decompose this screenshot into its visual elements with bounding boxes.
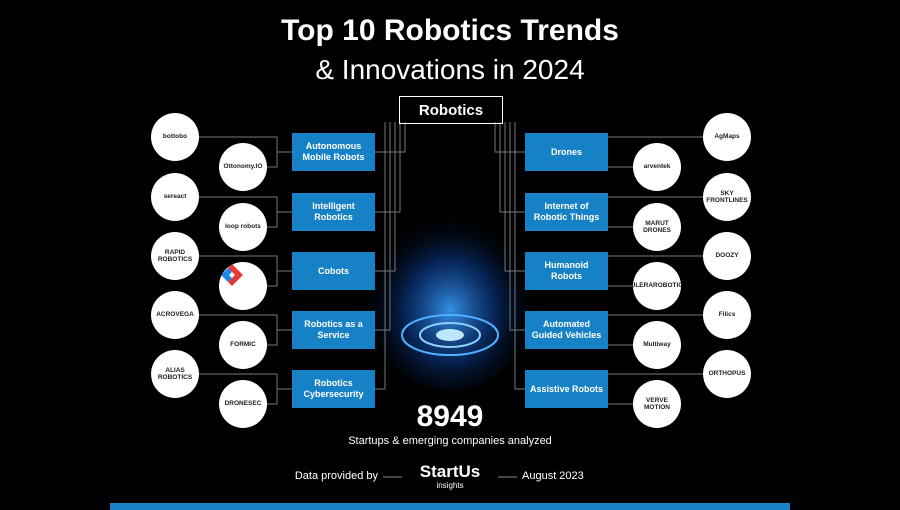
connector (175, 196, 292, 213)
startup-logo: MARUT DRONES (633, 203, 681, 251)
connector (175, 373, 292, 390)
connector (175, 314, 292, 331)
trend-box: Robotics Cybersecurity (292, 370, 375, 408)
connector (514, 122, 525, 390)
center-label: Robotics (399, 96, 503, 124)
glow-core (436, 329, 464, 341)
bottom-bar (110, 503, 790, 510)
startup-logo: VERVE MOTION (633, 380, 681, 428)
connector (509, 122, 525, 331)
startup-logo: AgMaps (703, 113, 751, 161)
footer-provided: Data provided by (294, 470, 378, 482)
glow-ring (419, 322, 481, 348)
center-glow (360, 190, 540, 390)
startup-logo: SKY FRONTLINES (703, 173, 751, 221)
startup-logo: Ottonomy.IO (219, 143, 267, 191)
connector (375, 122, 386, 390)
trend-box: Autonomous Mobile Robots (292, 133, 375, 171)
connector (504, 122, 525, 272)
brand-sub: insights (436, 481, 464, 490)
logo-icon (221, 264, 243, 286)
connector (375, 122, 391, 331)
startup-logo: arventek (633, 143, 681, 191)
startup-logo: DOOZY (703, 232, 751, 280)
startup-logo: FULERAROBOTICS (633, 262, 681, 310)
connector (175, 136, 292, 153)
stat-value: 8949 (416, 400, 484, 433)
stat-caption: Startups & emerging companies analyzed (348, 435, 552, 447)
connector (175, 255, 292, 272)
startup-logo: ORTHOPUS (703, 350, 751, 398)
startup-logo: RAPID ROBOTICS (151, 232, 199, 280)
startup-logo-icon (219, 262, 267, 310)
glow-ring (401, 314, 499, 356)
connector (375, 122, 401, 213)
trend-box: Cobots (292, 252, 375, 290)
trend-box: Drones (525, 133, 608, 171)
startup-logo: DRONESEC (219, 380, 267, 428)
trend-box: Automated Guided Vehicles (525, 311, 608, 349)
startup-logo: ALIAS ROBOTICS (151, 350, 199, 398)
brand: StartUs (419, 462, 481, 481)
trend-box: Humanoid Robots (525, 252, 608, 290)
startup-logo: loop robots (219, 203, 267, 251)
connector (375, 122, 396, 272)
footer-date: August 2023 (522, 470, 584, 482)
startup-logo: Multiway (633, 321, 681, 369)
startup-logo: bottobo (151, 113, 199, 161)
startup-logo: sereact (151, 173, 199, 221)
trend-box: Internet of Robotic Things (525, 193, 608, 231)
title: Top 10 Robotics Trends (281, 14, 619, 47)
connector (499, 122, 525, 213)
trend-box: Assistive Robots (525, 370, 608, 408)
startup-logo: Filics (703, 291, 751, 339)
subtitle: & Innovations in 2024 (315, 54, 585, 85)
trend-box: Intelligent Robotics (292, 193, 375, 231)
startup-logo: FORMIC (219, 321, 267, 369)
startup-logo: ACROVEGA (151, 291, 199, 339)
trend-box: Robotics as a Service (292, 311, 375, 349)
